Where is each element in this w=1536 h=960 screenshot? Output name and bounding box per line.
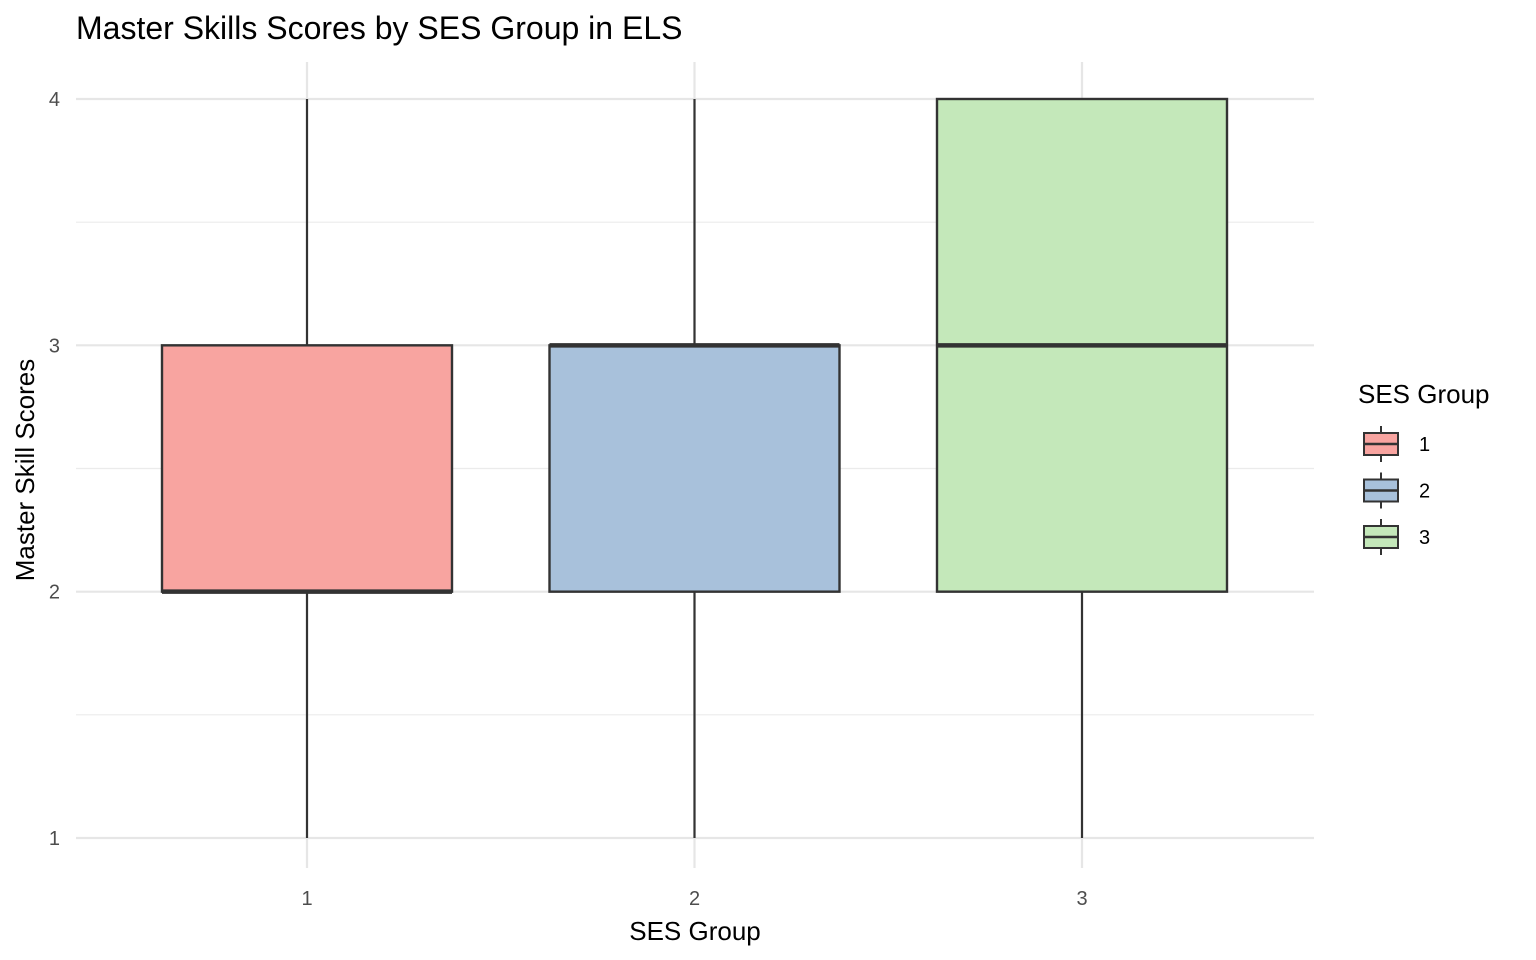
y-tick-label: 2 — [49, 582, 60, 604]
legend-label: 1 — [1419, 434, 1430, 456]
box-group — [548, 99, 841, 838]
legend-key — [1363, 472, 1399, 509]
legend-title: SES Group — [1358, 379, 1490, 409]
y-tick-label: 1 — [49, 828, 60, 850]
y-tick-label: 4 — [49, 89, 60, 111]
y-tick-label: 3 — [49, 335, 60, 357]
x-axis-ticks: 1 2 3 — [301, 888, 1087, 910]
box — [160, 344, 454, 593]
plot-boxes — [160, 97, 1229, 838]
legend-key — [1363, 519, 1399, 555]
x-tick-label: 2 — [689, 888, 700, 910]
legend-label: 2 — [1419, 481, 1430, 503]
legend-label: 3 — [1419, 527, 1430, 549]
y-axis-ticks: 1 2 3 4 — [49, 89, 60, 850]
box-group — [160, 99, 454, 838]
x-tick-label: 3 — [1076, 888, 1087, 910]
y-axis-title: Master Skill Scores — [10, 359, 40, 582]
chart-title: Master Skills Scores by SES Group in ELS — [76, 10, 682, 46]
legend-key — [1363, 426, 1399, 462]
x-tick-label: 1 — [301, 888, 312, 910]
x-axis-title: SES Group — [629, 916, 761, 946]
box-group — [935, 97, 1229, 838]
legend: SES Group 1 2 3 — [1358, 379, 1490, 555]
box — [548, 344, 841, 593]
